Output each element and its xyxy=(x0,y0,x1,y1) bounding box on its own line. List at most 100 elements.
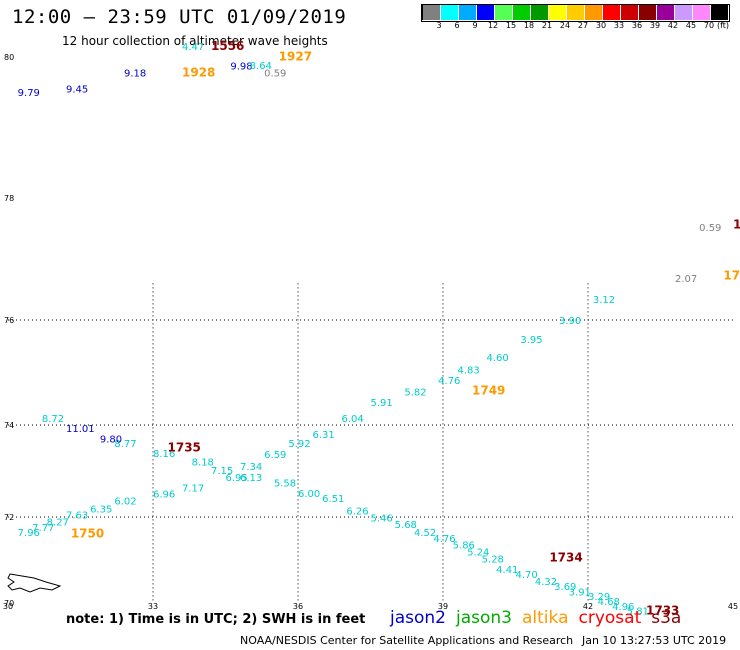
legend-swatch xyxy=(585,5,603,20)
wave-height-value: 9.80 xyxy=(100,434,122,445)
wave-height-value: 5.58 xyxy=(274,479,296,490)
legend-label: 36 xyxy=(631,21,643,30)
legend-label: 12 xyxy=(487,21,499,30)
wave-height-value: 7.77 xyxy=(32,523,54,534)
x-tick-label: 33 xyxy=(148,602,158,611)
lat-lon-grid xyxy=(8,283,733,603)
wave-height-value: 5.24 xyxy=(467,548,489,559)
coastline-outline xyxy=(7,573,62,593)
wave-height-value: 3.12 xyxy=(593,295,615,306)
legend-swatch xyxy=(711,5,729,20)
wave-height-value: 4.76 xyxy=(433,534,455,545)
wave-height-value: 0.59 xyxy=(264,69,286,80)
wave-height-value: 8.64 xyxy=(250,61,272,72)
page-subtitle: 12 hour collection of altimeter wave hei… xyxy=(62,34,328,48)
wave-height-value: 4.60 xyxy=(487,353,509,364)
legend-label: 70 xyxy=(703,21,715,30)
x-tick-label: 30 xyxy=(3,602,13,611)
legend-label: 18 xyxy=(523,21,535,30)
legend-swatch xyxy=(513,5,531,20)
y-tick-label: 72 xyxy=(4,513,14,522)
legend-swatch xyxy=(603,5,621,20)
legend-label: 9 xyxy=(472,21,478,30)
wave-height-value: 4.32 xyxy=(535,577,557,588)
wave-height-value: 7.17 xyxy=(182,484,204,495)
wave-height-value: 5.28 xyxy=(482,555,504,566)
wave-height-value: 5.86 xyxy=(453,540,475,551)
wave-height-value: 5.46 xyxy=(371,513,393,524)
wave-height-value: 7.63 xyxy=(66,511,88,522)
wave-height-value: 6.04 xyxy=(342,414,364,425)
legend-swatch xyxy=(675,5,693,20)
wave-height-value: 7.96 xyxy=(18,528,40,539)
legend-label: 24 xyxy=(559,21,571,30)
legend-swatch xyxy=(549,5,567,20)
satellite-name-cryosat: cryosat xyxy=(578,608,642,628)
wave-height-value: 8.18 xyxy=(192,457,214,468)
legend-label: 15 xyxy=(505,21,517,30)
pass-time-label: 1735 xyxy=(168,441,201,455)
legend-swatch xyxy=(441,5,459,20)
wave-height-value: 8.16 xyxy=(153,449,175,460)
legend-swatch xyxy=(477,5,495,20)
pass-time-label: 1748 xyxy=(723,269,740,283)
wave-height-value: 3.91 xyxy=(569,587,591,598)
wave-height-value: 5.91 xyxy=(371,398,393,409)
wave-height-value: 6.35 xyxy=(90,504,112,515)
x-tick-label: 45 xyxy=(728,602,738,611)
x-tick-label: 42 xyxy=(583,602,593,611)
wave-height-value: 5.81 xyxy=(627,607,649,618)
wave-height-value: 4.70 xyxy=(516,570,538,581)
legend-swatch xyxy=(567,5,585,20)
legend-label: 27 xyxy=(577,21,589,30)
legend-label: 3 xyxy=(436,21,442,30)
pass-time-label: 1734 xyxy=(549,551,582,565)
x-tick-label: 39 xyxy=(438,602,448,611)
y-tick-label: 76 xyxy=(4,316,14,325)
wave-height-value: 6.13 xyxy=(240,473,262,484)
legend-label: 42 xyxy=(667,21,679,30)
axis-ticks: 30 33 36 39 42 45 70 72 74 76 78 80 xyxy=(3,53,738,611)
wave-height-value: 2.07 xyxy=(675,274,697,285)
legend-swatch xyxy=(657,5,675,20)
satellite-name-s3a: s3a xyxy=(651,608,682,628)
legend-swatch xyxy=(495,5,513,20)
wave-height-value: 5.82 xyxy=(404,388,426,399)
wave-height-value: 6.95 xyxy=(226,473,248,484)
legend-swatch xyxy=(693,5,711,20)
y-tick-label: 80 xyxy=(4,53,14,62)
wave-height-value: 7.15 xyxy=(211,466,233,477)
pass-time-label: 1927 xyxy=(279,50,312,64)
legend-swatch xyxy=(531,5,549,20)
wave-height-value: 5.92 xyxy=(288,439,310,450)
wave-height-value: 9.45 xyxy=(66,84,88,95)
wave-height-value: 0.59 xyxy=(699,223,721,234)
wave-height-value: 9.79 xyxy=(18,88,40,99)
legend-swatch xyxy=(459,5,477,20)
legend-label: 6 xyxy=(454,21,460,30)
legend-swatch xyxy=(639,5,657,20)
wave-height-value: 3.69 xyxy=(554,582,576,593)
y-tick-label: 70 xyxy=(4,599,14,608)
legend-unit: (ft) xyxy=(716,21,730,30)
wave-height-value: 4.96 xyxy=(612,602,634,613)
y-tick-label: 74 xyxy=(4,421,14,430)
wave-height-value: 3.90 xyxy=(559,316,581,327)
wave-height-value: 4.68 xyxy=(598,597,620,608)
wave-height-value: 6.96 xyxy=(153,490,175,501)
pass-time-label: 1556 xyxy=(211,39,244,53)
wave-height-value: 4.41 xyxy=(496,565,518,576)
wave-height-value: 6.51 xyxy=(322,494,344,505)
wave-height-value: 6.31 xyxy=(313,430,335,441)
wave-height-value: 6.26 xyxy=(346,507,368,518)
units-note: note: 1) Time is in UTC; 2) SWH is in fe… xyxy=(66,612,366,627)
pass-time-labels: 1556 1927 1928 1 1748 1749 1735 1750 1734 1733 xyxy=(71,39,740,618)
wave-height-value: 11.01 xyxy=(66,424,95,435)
satellite-name-jason2: jason2 xyxy=(390,608,446,628)
pass-time-label: 1733 xyxy=(646,604,679,618)
wave-height-value: 8.77 xyxy=(114,439,136,450)
pass-time-label: 1749 xyxy=(472,384,505,398)
wave-height-value: 7.34 xyxy=(240,462,262,473)
satellite-name-altika: altika xyxy=(522,608,569,628)
